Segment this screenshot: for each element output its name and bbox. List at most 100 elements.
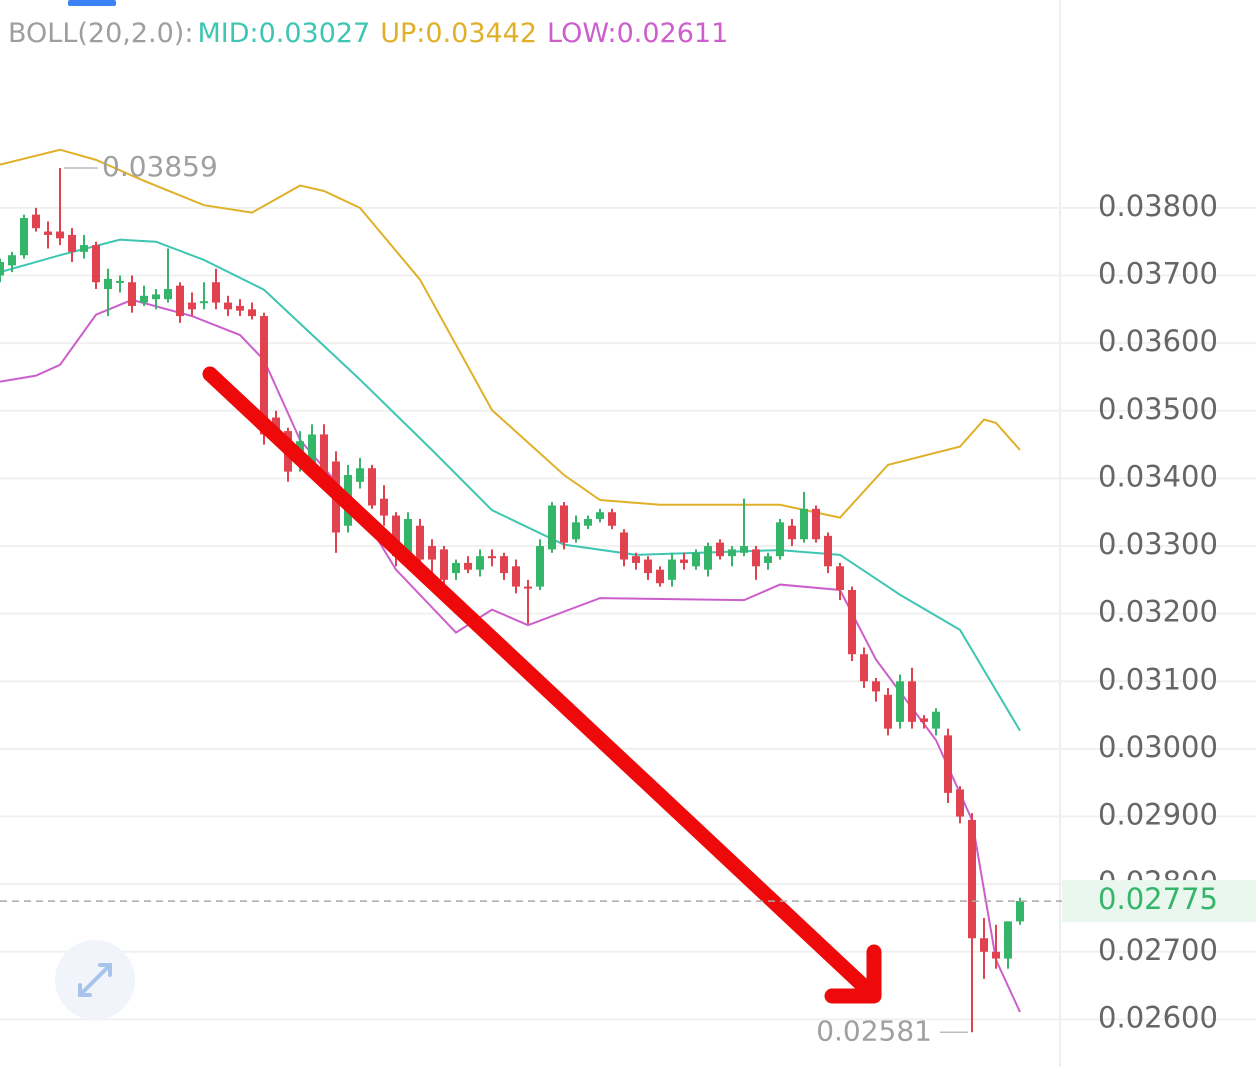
- candle-body: [152, 294, 160, 300]
- grid: [0, 206, 1256, 1021]
- candle-body: [176, 285, 184, 317]
- indicator-label: BOLL(20,2.0):: [8, 18, 193, 49]
- candle-body: [404, 518, 412, 553]
- candle-body: [548, 505, 556, 550]
- candle-body: [128, 282, 136, 306]
- y-tick-label: 0.02900: [1098, 798, 1218, 832]
- candle-body: [596, 512, 604, 519]
- candle-body: [740, 546, 748, 553]
- candle-body: [632, 556, 640, 563]
- legend-up: UP:0.03442: [380, 18, 537, 49]
- candle-body: [224, 302, 232, 310]
- candle-body: [500, 556, 508, 574]
- y-tick-label: 0.03700: [1098, 257, 1218, 291]
- candle-body: [536, 546, 544, 587]
- candle-body: [200, 301, 208, 304]
- y-tick-label: 0.02700: [1098, 933, 1218, 967]
- candle-body: [908, 681, 916, 722]
- candle-body: [140, 295, 148, 303]
- y-tick-label: 0.03500: [1098, 392, 1218, 426]
- candle-body: [308, 434, 316, 465]
- candle-body: [860, 654, 868, 682]
- candle-body: [512, 566, 520, 587]
- low-label: 0.02581: [816, 1014, 932, 1047]
- candle-body: [1004, 921, 1012, 959]
- candle-body: [416, 525, 424, 560]
- candle-body: [644, 559, 652, 574]
- candle-body: [584, 518, 592, 526]
- candle-body: [668, 559, 676, 580]
- legend-mid: MID:0.03027: [197, 18, 370, 49]
- candle-body: [236, 305, 244, 311]
- y-tick-label: 0.03000: [1098, 730, 1218, 764]
- candle-body: [212, 282, 220, 303]
- legend-low: LOW:0.02611: [547, 18, 728, 49]
- candle-body: [704, 546, 712, 570]
- candle-body: [428, 546, 436, 560]
- candle-body: [164, 289, 172, 300]
- candle-body: [968, 819, 976, 939]
- y-tick-label: 0.02600: [1098, 1000, 1218, 1034]
- y-tick-label: 0.03100: [1098, 662, 1218, 696]
- candle-body: [680, 559, 688, 563]
- candle-body: [752, 549, 760, 567]
- legend: BOLL(20,2.0): MID:0.03027 UP:0.03442 LOW:0.…: [8, 18, 728, 49]
- candle-body: [572, 522, 580, 540]
- candle-body: [872, 681, 880, 692]
- candle-body: [44, 231, 52, 235]
- y-tick-label: 0.03200: [1098, 595, 1218, 629]
- tab-indicator: [68, 0, 116, 6]
- y-tick-label: 0.03400: [1098, 459, 1218, 493]
- candle-body: [992, 951, 1000, 959]
- candle-body: [980, 938, 988, 952]
- candle-body: [8, 255, 16, 266]
- candle-body: [356, 468, 364, 482]
- candle-body: [68, 234, 76, 252]
- candle-body: [248, 309, 256, 317]
- current-price-box: [1062, 880, 1256, 923]
- candle-body: [524, 586, 532, 589]
- candle-body: [788, 525, 796, 540]
- y-tick-label: 0.03300: [1098, 527, 1218, 561]
- candle-body: [392, 515, 400, 557]
- candle-body: [932, 711, 940, 729]
- candle-body: [272, 417, 280, 432]
- candle-body: [104, 278, 112, 290]
- candle-body: [320, 434, 328, 476]
- candle-body: [452, 562, 460, 574]
- candle-body: [884, 694, 892, 729]
- price-overlay: 0.03859 0.02581 0.02775: [0, 150, 1256, 1047]
- candle-body: [824, 535, 832, 567]
- band-line: [0, 238, 1021, 732]
- y-tick-label: 0.03600: [1098, 324, 1218, 358]
- candle-body: [368, 468, 376, 506]
- candle-body: [920, 718, 928, 722]
- candle-body: [116, 280, 124, 283]
- trend-arrow: [202, 366, 882, 1004]
- high-label: 0.03859: [102, 150, 218, 183]
- candle-body: [92, 245, 100, 283]
- candle-body: [464, 562, 472, 570]
- candle-body: [608, 512, 616, 526]
- candle-body: [836, 566, 844, 590]
- candle-body: [800, 508, 808, 540]
- candle-body: [188, 302, 196, 310]
- candle-body: [896, 681, 904, 722]
- candle-body: [560, 505, 568, 543]
- candle-body: [776, 522, 784, 557]
- candle-body: [440, 549, 448, 580]
- band-line: [0, 148, 1021, 519]
- candle-body: [20, 218, 28, 256]
- bollinger-bands: [0, 148, 1021, 1013]
- candle-body: [476, 556, 484, 570]
- candle-body: [0, 261, 4, 276]
- candle-body: [380, 498, 388, 516]
- candle-body: [32, 214, 40, 229]
- expand-button[interactable]: [55, 940, 135, 1020]
- candle-body: [812, 508, 820, 540]
- y-tick-label: 0.03800: [1098, 189, 1218, 223]
- candle-body: [1016, 901, 1024, 922]
- current-price-label: 0.02775: [1098, 882, 1218, 916]
